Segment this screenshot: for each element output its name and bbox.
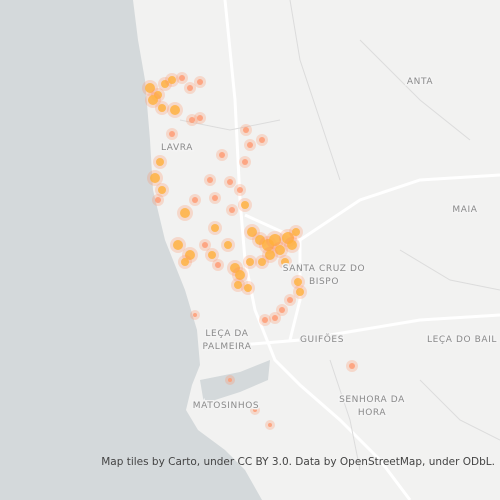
density-dot — [247, 142, 253, 148]
density-dot — [349, 363, 355, 369]
density-dot — [150, 173, 160, 183]
density-dot — [230, 263, 240, 273]
sea — [0, 0, 262, 500]
density-dot — [219, 152, 225, 158]
place-label: ANTA — [407, 77, 433, 87]
density-dot — [287, 240, 297, 250]
density-dot — [296, 288, 304, 296]
density-dot — [212, 195, 218, 201]
density-dot — [208, 251, 216, 259]
density-dot — [227, 179, 233, 185]
attribution: Map tiles by Carto, under CC BY 3.0. Dat… — [101, 456, 495, 468]
density-dot — [253, 408, 257, 412]
density-dot — [292, 228, 300, 236]
density-dot — [180, 208, 190, 218]
roads — [223, 0, 500, 500]
place-label: LEÇA DA — [205, 329, 248, 339]
density-dot — [259, 137, 265, 143]
density-dot — [197, 115, 203, 121]
density-dot — [241, 201, 249, 209]
density-dot — [145, 83, 155, 93]
density-dot — [169, 131, 175, 137]
place-label: PALMEIRA — [203, 342, 252, 352]
density-dot — [161, 80, 169, 88]
density-dot — [156, 158, 164, 166]
place-label: LAVRA — [161, 143, 193, 153]
density-dot — [243, 127, 249, 133]
density-dot — [193, 313, 197, 317]
density-dot — [168, 76, 176, 84]
density-dot — [262, 317, 268, 323]
density-dot — [279, 307, 285, 313]
density-dot — [189, 117, 195, 123]
density-dot — [155, 197, 161, 203]
density-dot — [228, 378, 232, 382]
density-dot — [158, 186, 166, 194]
density-dot — [272, 315, 278, 321]
place-labels: ANTA LAVRA MAIA SANTA CRUZ DO BISPO LEÇA DA PA… — [159, 76, 497, 420]
density-dot — [211, 224, 219, 232]
density-dot — [265, 250, 275, 260]
place-label: HORA — [358, 408, 387, 418]
density-dot — [268, 423, 272, 427]
density-dot — [242, 159, 248, 165]
place-label: BISPO — [309, 277, 339, 287]
density-dot — [202, 242, 208, 248]
density-dot — [247, 227, 257, 237]
density-dot — [185, 250, 195, 260]
place-label: SANTA CRUZ DO — [283, 264, 365, 274]
density-dot — [229, 207, 235, 213]
density-dot — [158, 104, 166, 112]
density-dot — [287, 297, 293, 303]
density-dot — [258, 258, 266, 266]
density-dot — [197, 79, 203, 85]
density-dot — [275, 245, 285, 255]
density-dot — [237, 187, 243, 193]
density-dot — [269, 234, 281, 246]
density-dot — [235, 270, 245, 280]
density-dot — [294, 278, 302, 286]
points — [142, 72, 358, 430]
density-dot — [207, 177, 213, 183]
place-label: MAIA — [452, 205, 477, 215]
density-dot — [281, 258, 289, 266]
density-dot — [192, 197, 198, 203]
density-dot — [170, 105, 180, 115]
density-dot — [173, 240, 183, 250]
density-dot — [234, 281, 242, 289]
density-dot — [224, 241, 232, 249]
density-dot — [179, 75, 185, 81]
place-label: GUIFÕES — [300, 333, 344, 345]
place-label: LEÇA DO BAIL — [427, 335, 497, 345]
place-label: SENHORA DA — [339, 395, 405, 405]
density-dot — [244, 284, 252, 292]
minor-roads — [179, 0, 500, 471]
density-dot — [187, 85, 193, 91]
density-dot — [246, 258, 254, 266]
density-dot — [181, 258, 189, 266]
port — [200, 360, 270, 410]
density-dot — [215, 262, 221, 268]
density-dot — [148, 95, 158, 105]
place-label: MATOSINHOS — [193, 401, 259, 411]
density-dot — [255, 235, 265, 245]
